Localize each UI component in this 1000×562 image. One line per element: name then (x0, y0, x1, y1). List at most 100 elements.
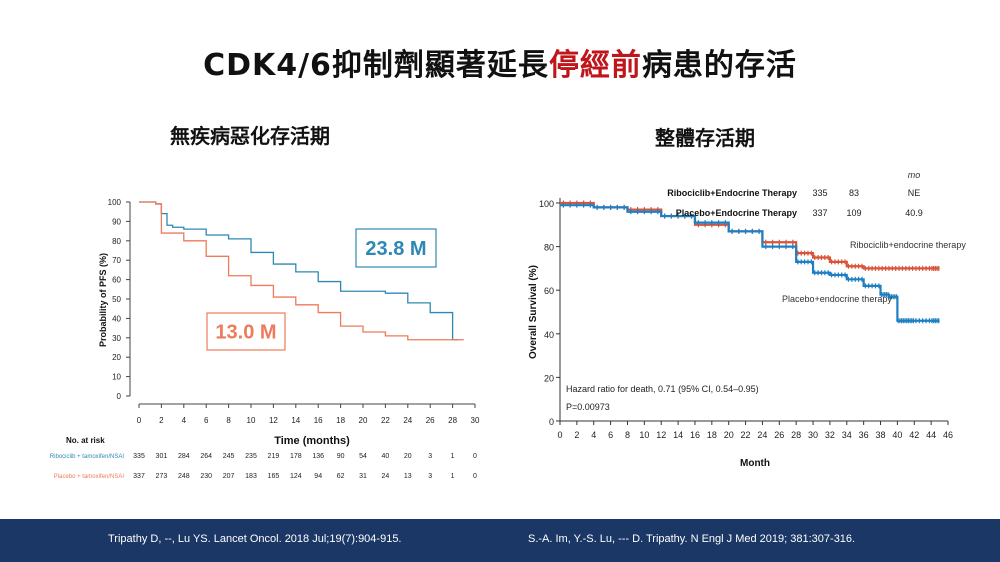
os-x-tick-label: 4 (591, 430, 596, 440)
at-risk-count: 3 (428, 473, 432, 480)
reference-right: S.-A. Im, Y.-S. Lu, --- D. Tripathy. N E… (528, 533, 856, 545)
pfs-x-tick-label: 28 (448, 416, 457, 425)
at-risk-count: 235 (245, 453, 257, 460)
os-x-tick-label: 32 (825, 430, 835, 440)
pfs-x-tick-label: 26 (426, 416, 435, 425)
pfs-y-tick-label: 100 (108, 198, 122, 207)
os-curve-label-ribociclib: Ribociclib+endocrine therapy (850, 240, 966, 250)
pfs-series-placebo (139, 201, 464, 341)
at-risk-count: 178 (290, 453, 302, 460)
os-x-tick-label: 28 (791, 430, 801, 440)
os-y-tick-label: 80 (544, 243, 554, 253)
at-risk-count: 0 (473, 473, 477, 480)
os-y-tick-label: 0 (549, 417, 554, 427)
at-risk-count: 301 (156, 453, 168, 460)
pfs-x-tick-label: 0 (137, 416, 142, 425)
at-risk-count: 335 (133, 453, 145, 460)
at-risk-count: 337 (133, 473, 145, 480)
at-risk-count: 264 (200, 453, 212, 460)
at-risk-row-name: Placebo + tamoxifen/NSAI (54, 474, 125, 480)
pfs-y-tick-label: 10 (112, 373, 121, 382)
page-title: CDK4/6抑制劑顯著延長停經前病患的存活 (203, 48, 797, 83)
os-x-tick-label: 14 (673, 430, 683, 440)
at-risk-count: 62 (337, 473, 345, 480)
at-risk-count: 13 (404, 473, 412, 480)
at-risk-count: 0 (473, 453, 477, 460)
os-x-tick-label: 6 (608, 430, 613, 440)
pfs-median-placebo-label: 13.0 M (215, 322, 276, 344)
at-risk-count: 124 (290, 473, 302, 480)
os-x-tick-label: 38 (876, 430, 886, 440)
at-risk-row-name: Ribociclib + tamoxifen/NSAI (50, 454, 125, 460)
at-risk-count: 24 (382, 473, 390, 480)
at-risk-count: 165 (268, 473, 280, 480)
pfs-y-tick-label: 70 (112, 256, 121, 265)
pfs-median-ribociclib-box (355, 228, 437, 268)
pfs-chart-title: 無疾病惡化存活期 (170, 124, 330, 148)
at-risk-count: 54 (359, 453, 367, 460)
at-risk-count: 136 (312, 453, 324, 460)
at-risk-count: 284 (178, 453, 190, 460)
at-risk-count: 183 (245, 473, 257, 480)
os-y-axis-label: Overall Survival (%) (528, 265, 539, 359)
pfs-x-tick-label: 12 (269, 416, 278, 425)
os-curve-label-placebo: Placebo+endocrine therapy (782, 294, 892, 304)
pfs-y-tick-label: 80 (112, 237, 121, 246)
pfs-series-ribociclib (139, 201, 459, 341)
os-x-tick-label: 30 (808, 430, 818, 440)
os-legend-median: 40.9 (905, 208, 923, 218)
os-legend-header: mo (908, 170, 921, 180)
os-chart-title: 整體存活期 (655, 126, 755, 150)
os-x-tick-label: 22 (741, 430, 751, 440)
at-risk-count: 245 (223, 453, 235, 460)
at-risk-count: 273 (156, 473, 168, 480)
at-risk-count: 230 (200, 473, 212, 480)
pfs-x-tick-label: 2 (159, 416, 164, 425)
pfs-y-axis-label: Probability of PFS (%) (98, 253, 108, 347)
pfs-x-tick-label: 24 (403, 416, 412, 425)
pfs-y-tick-label: 60 (112, 276, 121, 285)
pfs-median-ribociclib-label: 23.8 M (365, 238, 426, 260)
pfs-x-tick-label: 4 (182, 416, 187, 425)
at-risk-count: 219 (268, 453, 280, 460)
pfs-y-tick-label: 0 (117, 392, 122, 401)
at-risk-count: 20 (404, 453, 412, 460)
os-x-tick-label: 12 (656, 430, 666, 440)
pfs-y-tick-label: 30 (112, 334, 121, 343)
at-risk-count: 3 (428, 453, 432, 460)
os-legend-events: 109 (846, 208, 861, 218)
os-x-tick-label: 2 (574, 430, 579, 440)
os-y-tick-label: 20 (544, 373, 554, 383)
pfs-x-tick-label: 8 (226, 416, 231, 425)
at-risk-count: 94 (314, 473, 322, 480)
os-y-tick-label: 60 (544, 286, 554, 296)
os-legend-name: Placebo+Endocrine Therapy (676, 208, 797, 218)
at-risk-count: 1 (451, 473, 455, 480)
os-x-tick-label: 26 (774, 430, 784, 440)
os-x-tick-label: 40 (892, 430, 902, 440)
pfs-y-tick-label: 90 (112, 217, 121, 226)
os-legend-median: NE (908, 188, 921, 198)
os-x-tick-label: 10 (639, 430, 649, 440)
pfs-y-tick-label: 20 (112, 353, 121, 362)
pfs-x-tick-label: 16 (314, 416, 323, 425)
pfs-x-tick-label: 30 (471, 416, 480, 425)
page-title-highlight: 停經前 (548, 48, 642, 83)
pfs-x-tick-label: 14 (291, 416, 300, 425)
pfs-x-tick-label: 10 (247, 416, 256, 425)
at-risk-count: 207 (223, 473, 235, 480)
pfs-y-tick-label: 40 (112, 314, 121, 323)
os-p-value: P=0.00973 (566, 402, 610, 412)
at-risk-label: No. at risk (66, 436, 105, 445)
at-risk-count: 1 (451, 453, 455, 460)
os-legend-events: 83 (849, 188, 859, 198)
os-x-axis-label: Month (740, 458, 770, 469)
pfs-x-axis-label: Time (months) (274, 435, 350, 447)
os-y-tick-label: 100 (539, 199, 554, 209)
os-hazard-ratio: Hazard ratio for death, 0.71 (95% CI, 0.… (566, 384, 759, 394)
os-x-tick-label: 0 (557, 430, 562, 440)
at-risk-count: 90 (337, 453, 345, 460)
at-risk-count: 31 (359, 473, 367, 480)
os-legend-n: 337 (812, 208, 827, 218)
